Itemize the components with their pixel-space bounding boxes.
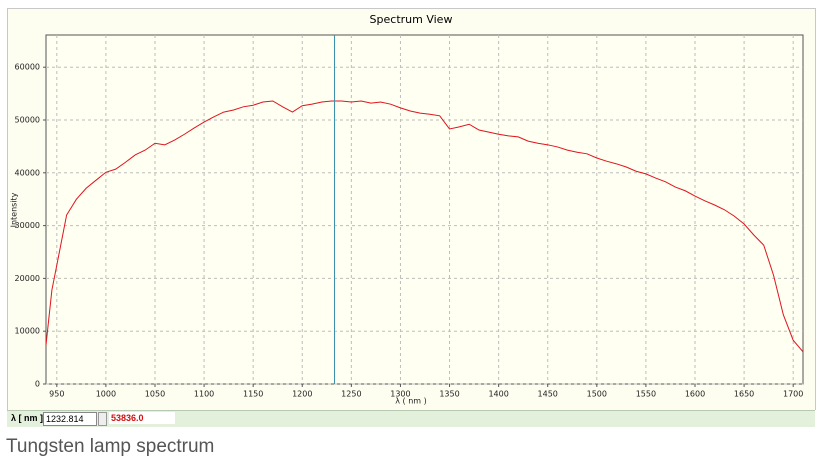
- y-tick-label: 10000: [15, 327, 40, 336]
- x-tick-label: 1200: [292, 390, 312, 399]
- y-tick-label: 60000: [15, 63, 40, 72]
- x-tick-label: 1350: [439, 390, 459, 399]
- status-label: λ [ nm ]: [11, 413, 44, 423]
- x-tick-label: 1250: [341, 390, 361, 399]
- x-tick-label: 1150: [243, 390, 263, 399]
- x-tick-label: 1450: [538, 390, 558, 399]
- x-tick-label: 1400: [488, 390, 508, 399]
- y-tick-label: 0: [35, 380, 40, 389]
- x-tick-label: 1100: [194, 390, 214, 399]
- plot-area: [45, 34, 804, 385]
- x-tick-label: 1600: [685, 390, 705, 399]
- caption: Tungsten lamp spectrum: [6, 436, 215, 457]
- y-axis-label: Intensity: [10, 192, 19, 227]
- y-tick-label: 30000: [15, 221, 40, 230]
- x-tick-label: 1700: [783, 390, 803, 399]
- intensity-field: 53836.0: [109, 412, 175, 424]
- x-tick-label: 1050: [145, 390, 165, 399]
- status-bar: λ [ nm ] 1232.814 53836.0: [7, 410, 815, 427]
- chart-title: Spectrum View: [370, 13, 453, 26]
- x-tick-label: 1300: [390, 390, 410, 399]
- x-tick-label: 1650: [734, 390, 754, 399]
- wavelength-input[interactable]: 1232.814: [43, 412, 97, 426]
- y-tick-label: 50000: [15, 116, 40, 125]
- x-tick-label: 1550: [636, 390, 656, 399]
- x-tick-label: 1000: [96, 390, 116, 399]
- x-tick-label: 1500: [587, 390, 607, 399]
- x-tick-label: 950: [49, 390, 64, 399]
- spectrum-line: [45, 100, 804, 353]
- spectrum-view: Spectrum View λ ( nm ) Intensity 0 10000 2…: [7, 8, 816, 410]
- y-tick-label: 20000: [15, 274, 40, 283]
- spinner[interactable]: [98, 412, 107, 426]
- x-axis-label: λ ( nm ): [395, 397, 426, 406]
- y-tick-label: 40000: [15, 168, 40, 177]
